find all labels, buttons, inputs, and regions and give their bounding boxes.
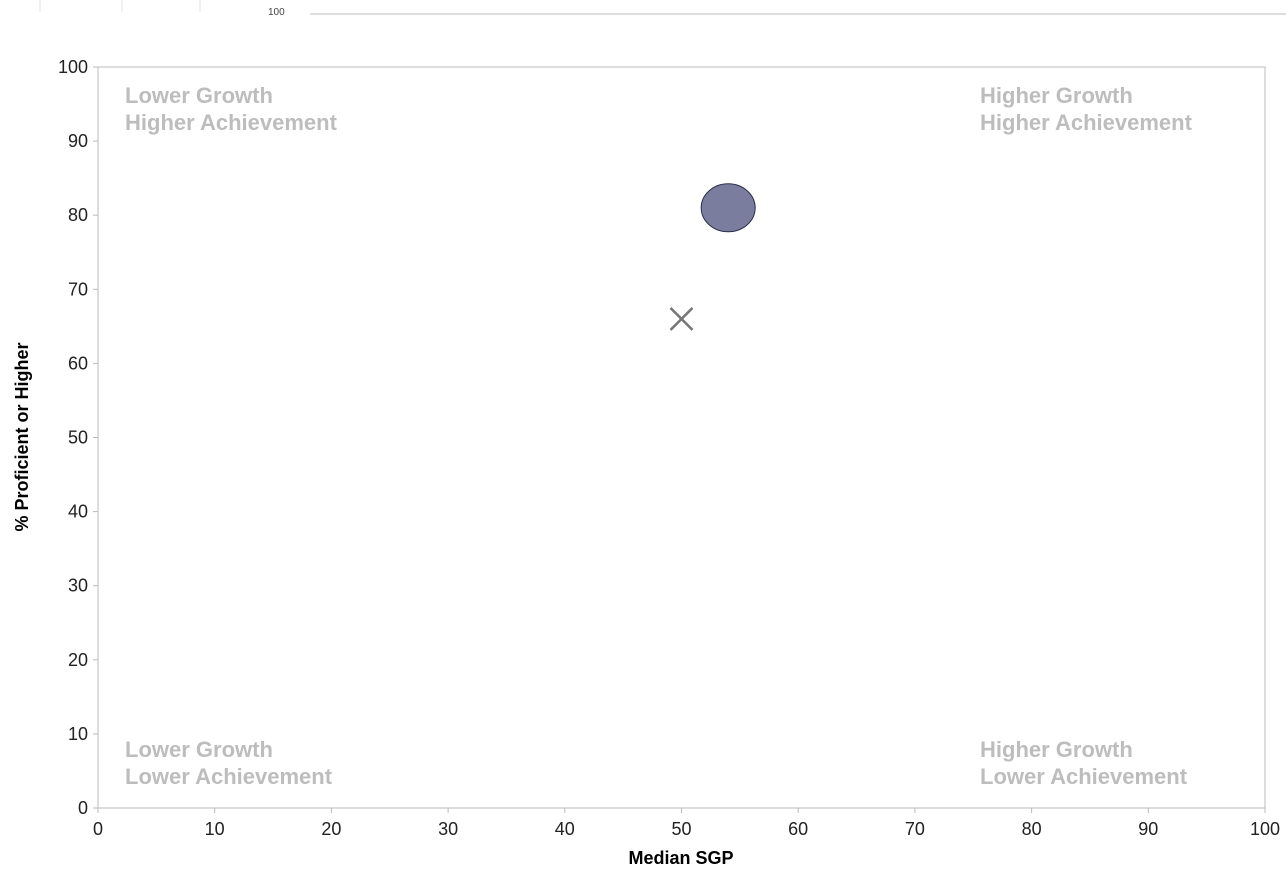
quadrant-label-line: Lower Growth <box>125 83 273 108</box>
y-tick-label: 30 <box>68 576 88 596</box>
y-tick-label: 60 <box>68 353 88 373</box>
y-tick-label: 90 <box>68 131 88 151</box>
plot-area <box>97 66 1266 809</box>
x-tick-label: 50 <box>671 819 691 839</box>
y-axis: 0 10 20 30 40 50 60 70 80 90 100 <box>58 57 98 818</box>
y-tick-label: 20 <box>68 650 88 670</box>
x-tick-label: 60 <box>788 819 808 839</box>
y-axis-title: % Proficient or Higher <box>12 342 32 531</box>
y-tick-label: 10 <box>68 724 88 744</box>
y-tick-label: 50 <box>68 428 88 448</box>
quadrant-label-line: Lower Achievement <box>980 764 1188 789</box>
quadrant-label-line: Higher Growth <box>980 737 1133 762</box>
quadrant-label-line: Higher Achievement <box>125 110 338 135</box>
x-marker-stroke <box>669 307 694 331</box>
x-axis: 0 10 20 30 40 50 60 70 80 90 100 <box>93 808 1280 839</box>
x-tick-label: 80 <box>1022 819 1042 839</box>
y-tick-label: 70 <box>68 279 88 299</box>
quadrant-label-line: Lower Growth <box>125 737 273 762</box>
quadrant-label-line: Higher Achievement <box>980 110 1193 135</box>
data-point-x <box>669 307 694 331</box>
y-tick-label: 0 <box>78 798 88 818</box>
data-points <box>669 183 756 331</box>
clipped-top-tick-label: 100 <box>268 7 285 18</box>
y-tick-label: 100 <box>58 57 88 77</box>
quadrant-label-line: Lower Achievement <box>125 764 333 789</box>
quadrant-label-bottom-right: Higher Growth Lower Achievement <box>980 737 1188 789</box>
clipped-top-axis: 100 <box>39 0 1286 18</box>
y-tick-label: 80 <box>68 205 88 225</box>
quadrant-label-line: Higher Growth <box>980 83 1133 108</box>
x-axis-title: Median SGP <box>628 848 733 868</box>
y-tick-label: 40 <box>68 502 88 522</box>
x-tick-label: 90 <box>1138 819 1158 839</box>
x-tick-label: 0 <box>93 819 103 839</box>
quadrant-label-top-left: Lower Growth Higher Achievement <box>125 83 338 135</box>
x-tick-label: 20 <box>321 819 341 839</box>
x-tick-label: 100 <box>1250 819 1280 839</box>
x-tick-label: 70 <box>905 819 925 839</box>
data-point-circle <box>700 183 756 233</box>
quadrant-label-top-right: Higher Growth Higher Achievement <box>980 83 1193 135</box>
x-tick-label: 30 <box>438 819 458 839</box>
quadrant-label-bottom-left: Lower Growth Lower Achievement <box>125 737 333 789</box>
x-tick-label: 40 <box>555 819 575 839</box>
x-tick-label: 10 <box>205 819 225 839</box>
